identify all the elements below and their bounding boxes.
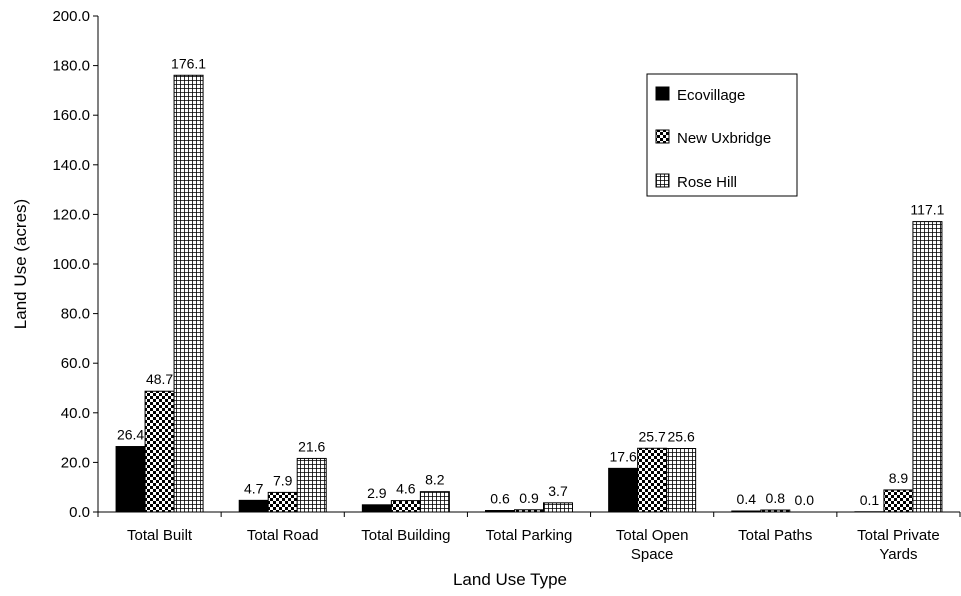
y-tick-label: 100.0 <box>52 256 90 273</box>
data-label: 26.4 <box>117 427 144 443</box>
x-tick-label: Total Built <box>127 527 193 544</box>
data-label: 2.9 <box>367 485 387 501</box>
bar <box>361 504 392 513</box>
y-tick-label: 40.0 <box>61 405 90 422</box>
x-tick-label-line: Total Parking <box>486 527 573 544</box>
x-tick-label: Total Building <box>361 527 450 544</box>
bar <box>485 510 515 513</box>
bar <box>144 390 175 513</box>
data-label: 21.6 <box>298 438 325 454</box>
legend-label-new-uxbridge: New Uxbridge <box>677 130 771 147</box>
data-label: 117.1 <box>910 202 944 218</box>
bar <box>419 491 450 513</box>
data-label: 0.4 <box>737 491 757 507</box>
x-tick-label-line: Space <box>631 546 674 563</box>
bar <box>115 446 146 513</box>
x-tick-label-line: Total Open <box>616 527 689 544</box>
legend-label-ecovillage: Ecovillage <box>677 87 745 104</box>
data-label: 176.1 <box>171 55 206 71</box>
bar <box>608 467 639 513</box>
data-label: 8.9 <box>889 470 909 486</box>
x-tick-label-line: Yards <box>879 546 917 563</box>
bar <box>238 499 269 513</box>
bar <box>912 221 943 513</box>
bar <box>390 500 421 513</box>
bar <box>173 74 204 513</box>
x-tick-label-line: Total Private <box>857 527 940 544</box>
y-tick-label: 20.0 <box>61 454 90 471</box>
x-tick-label: Total Open Space <box>616 527 689 563</box>
x-tick-label-line: Total Road <box>247 527 319 544</box>
bar <box>296 457 327 513</box>
x-tick-label-line: Total Paths <box>738 527 812 544</box>
x-tick-label-line: Total Building <box>361 527 450 544</box>
bar <box>267 491 298 513</box>
x-tick-label-line: Total Built <box>127 527 193 544</box>
data-label: 25.7 <box>639 428 666 444</box>
data-label: 4.7 <box>244 480 264 496</box>
data-label: 48.7 <box>146 371 173 387</box>
bar <box>543 502 573 513</box>
data-labels: 26.4 48.7 176.1 4.7 7.9 21.6 2.9 4.6 8.2 0.6 0.9 3.… <box>117 55 945 508</box>
data-label: 8.2 <box>425 472 445 488</box>
legend-box <box>646 73 798 197</box>
x-tick-label: Total Parking <box>486 527 573 544</box>
data-label: 17.6 <box>610 448 637 464</box>
y-axis-title: Land Use (acres) <box>11 199 30 329</box>
x-tick-label: Total Private Yards <box>857 527 940 563</box>
bar <box>637 447 668 513</box>
y-axis: 0.0 20.0 40.0 60.0 80.0 100.0 120.0 140.0 160.0 1… <box>52 8 99 521</box>
legend-swatch-ecovillage <box>655 86 670 101</box>
y-tick-label: 80.0 <box>61 306 90 323</box>
y-tick-label: 0.0 <box>69 504 90 521</box>
data-label: 7.9 <box>273 472 293 488</box>
bar <box>666 448 697 513</box>
data-label: 25.6 <box>668 429 695 445</box>
x-tick-label: Total Paths <box>738 527 812 544</box>
y-tick-label: 140.0 <box>52 157 90 174</box>
bars <box>115 74 943 513</box>
y-tick-label: 160.0 <box>52 107 90 124</box>
data-label: 4.6 <box>396 481 416 497</box>
y-tick-label: 200.0 <box>52 8 90 25</box>
data-label: 0.1 <box>860 492 880 508</box>
legend-swatch-new-uxbridge <box>655 129 670 144</box>
bar <box>760 509 791 513</box>
data-label: 0.8 <box>766 490 786 506</box>
bar <box>731 510 762 513</box>
x-axis-title: Land Use Type <box>453 570 567 589</box>
y-tick-label: 120.0 <box>52 206 90 223</box>
legend-label-rose-hill: Rose Hill <box>677 174 737 191</box>
data-label: 0.9 <box>519 490 539 506</box>
data-label: 3.7 <box>548 483 568 499</box>
data-label: 0.6 <box>490 491 510 507</box>
x-tick-label: Total Road <box>247 527 319 544</box>
y-tick-label: 180.0 <box>52 58 90 75</box>
y-tick-label: 60.0 <box>61 355 90 372</box>
bar <box>883 489 914 513</box>
legend: Ecovillage New Uxbridge Rose Hill <box>646 73 798 197</box>
legend-swatch-rose-hill <box>655 173 670 188</box>
bar <box>514 509 544 513</box>
x-axis: Total Built Total Road Total Building Total… <box>97 511 961 563</box>
data-label: 0.0 <box>795 492 815 508</box>
